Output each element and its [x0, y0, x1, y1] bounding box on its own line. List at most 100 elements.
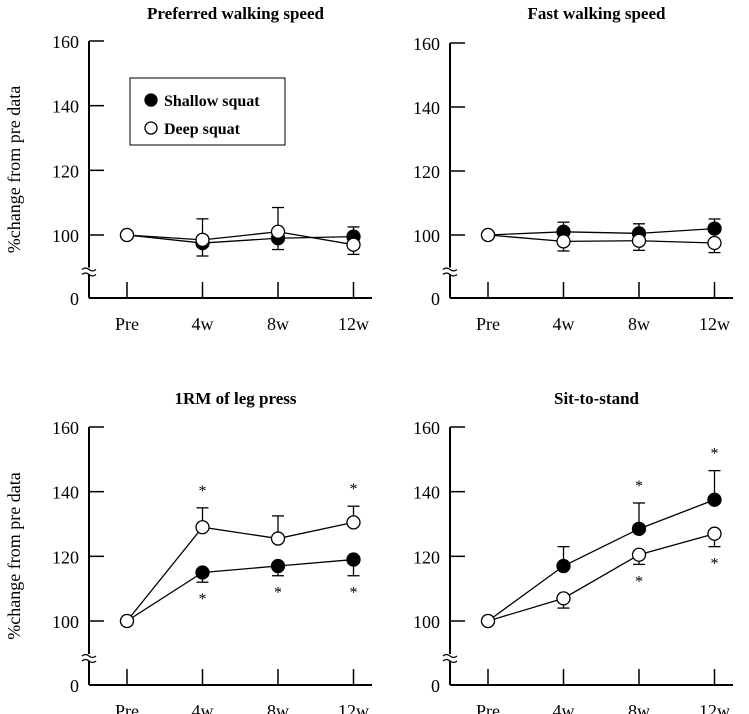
significance-marker: *: [711, 556, 719, 573]
series-line-shallow: [487, 227, 715, 236]
x-tick-label: Pre: [476, 314, 500, 334]
series-line-deep: [126, 521, 354, 622]
y-tick-label: 0: [431, 289, 440, 309]
x-tick-label: Pre: [476, 701, 500, 714]
legend-label: Shallow squat: [164, 93, 260, 110]
series-line-deep: [487, 533, 715, 622]
y-tick-label: 100: [52, 226, 79, 246]
y-axis-label: %change from pre data: [4, 86, 24, 253]
x-tick-label: 4w: [192, 701, 214, 714]
panel-2: Fast walking speed 0 100 120 140 160 Pre 4w 8w 12…: [413, 4, 733, 334]
x-tick-label: 8w: [628, 701, 650, 714]
significance-marker: *: [711, 446, 719, 463]
axis-break-gap: [82, 267, 96, 275]
x-tick-label: 12w: [699, 701, 730, 714]
data-point-deep: [556, 234, 571, 249]
x-tick-label: Pre: [115, 701, 139, 714]
axis-break-icon: [442, 653, 458, 664]
data-point-deep: [346, 237, 361, 252]
axis-break-icon: [442, 267, 458, 277]
data-point-deep: [270, 531, 286, 546]
significance-marker: *: [635, 478, 643, 495]
axis-break-gap: [82, 654, 96, 661]
significance-marker: *: [635, 573, 643, 590]
x-tick-label: 4w: [192, 314, 214, 334]
series-line-shallow: [126, 558, 354, 622]
y-tick-label: 160: [52, 418, 79, 438]
y-tick-label: 120: [413, 547, 440, 567]
legend-label: Deep squat: [164, 121, 241, 138]
series-line-shallow: [487, 499, 715, 622]
data-point-shallow: [270, 558, 286, 574]
chart-title: Sit-to-stand: [554, 389, 640, 408]
legend-marker-deep: [144, 121, 158, 135]
chart-title: Fast walking speed: [528, 4, 666, 23]
data-point-deep: [631, 233, 647, 248]
x-tick-label: 4w: [553, 701, 575, 714]
data-point-deep: [119, 227, 135, 243]
x-tick-label: Pre: [115, 314, 139, 334]
data-point-deep: [707, 526, 722, 541]
data-point-shallow: [195, 565, 210, 580]
legend: Shallow squat Deep squat: [129, 77, 286, 146]
x-tick-label: 8w: [267, 701, 289, 714]
axis-break-gap: [443, 654, 457, 661]
significance-marker: *: [274, 585, 282, 602]
data-point-deep: [556, 591, 571, 606]
x-tick-label: 12w: [338, 314, 369, 334]
y-axis-label: %change from pre data: [4, 472, 24, 639]
y-tick-label: 0: [70, 289, 79, 309]
data-point-shallow: [707, 492, 722, 507]
data-point-shallow: [556, 558, 571, 574]
data-point-deep: [480, 613, 496, 629]
data-point-deep: [346, 515, 361, 530]
y-tick-label: 140: [52, 483, 79, 503]
y-tick-label: 120: [52, 547, 79, 567]
y-tick-label: 160: [413, 34, 440, 54]
axis-break-icon: [81, 267, 97, 277]
y-tick-label: 140: [52, 97, 79, 117]
panel-4: Sit-to-stand 0 100 120 140 160 Pre 4w 8w 12w * * * *: [413, 389, 733, 714]
significance-marker: *: [350, 481, 358, 498]
y-tick-label: 0: [431, 676, 440, 696]
y-tick-label: 140: [413, 483, 440, 503]
y-tick-label: 100: [413, 612, 440, 632]
legend-box: [129, 77, 286, 146]
y-tick-label: 120: [413, 162, 440, 182]
y-tick-label: 160: [52, 32, 79, 52]
chart-title: 1RM of leg press: [175, 389, 297, 408]
data-point-shallow: [631, 521, 647, 536]
significance-marker: *: [199, 483, 207, 500]
y-tick-label: 100: [413, 226, 440, 246]
panel-1: Preferred walking speed 0 100 120 140 160 Pre 4…: [4, 4, 372, 334]
x-tick-label: 8w: [628, 314, 650, 334]
series-line-deep: [126, 231, 354, 246]
y-tick-label: 140: [413, 98, 440, 118]
y-tick-label: 0: [70, 676, 79, 696]
data-point-shallow: [346, 552, 361, 567]
x-tick-label: 12w: [699, 314, 730, 334]
x-tick-label: 4w: [553, 314, 575, 334]
legend-marker-shallow: [144, 93, 158, 107]
data-point-deep: [631, 547, 647, 562]
data-point-deep: [270, 224, 286, 239]
significance-marker: *: [350, 585, 358, 602]
y-tick-label: 120: [52, 161, 79, 181]
y-tick-label: 160: [413, 418, 440, 438]
series-line-shallow: [126, 234, 354, 244]
data-point-deep: [195, 232, 210, 248]
significance-marker: *: [199, 591, 207, 608]
series-line-deep: [487, 234, 715, 244]
data-point-shallow: [707, 221, 722, 236]
x-tick-label: 8w: [267, 314, 289, 334]
chart-title: Preferred walking speed: [147, 4, 324, 23]
x-tick-label: 12w: [338, 701, 369, 714]
data-point-deep: [195, 520, 210, 535]
y-tick-label: 100: [52, 612, 79, 632]
panel-3: 1RM of leg press 0 100 120 140 160 Pre 4w 8w 12w%…: [4, 389, 372, 714]
data-point-deep: [707, 235, 722, 251]
axis-break-icon: [81, 653, 97, 664]
data-point-deep: [119, 613, 135, 629]
axis-break-gap: [443, 267, 457, 275]
